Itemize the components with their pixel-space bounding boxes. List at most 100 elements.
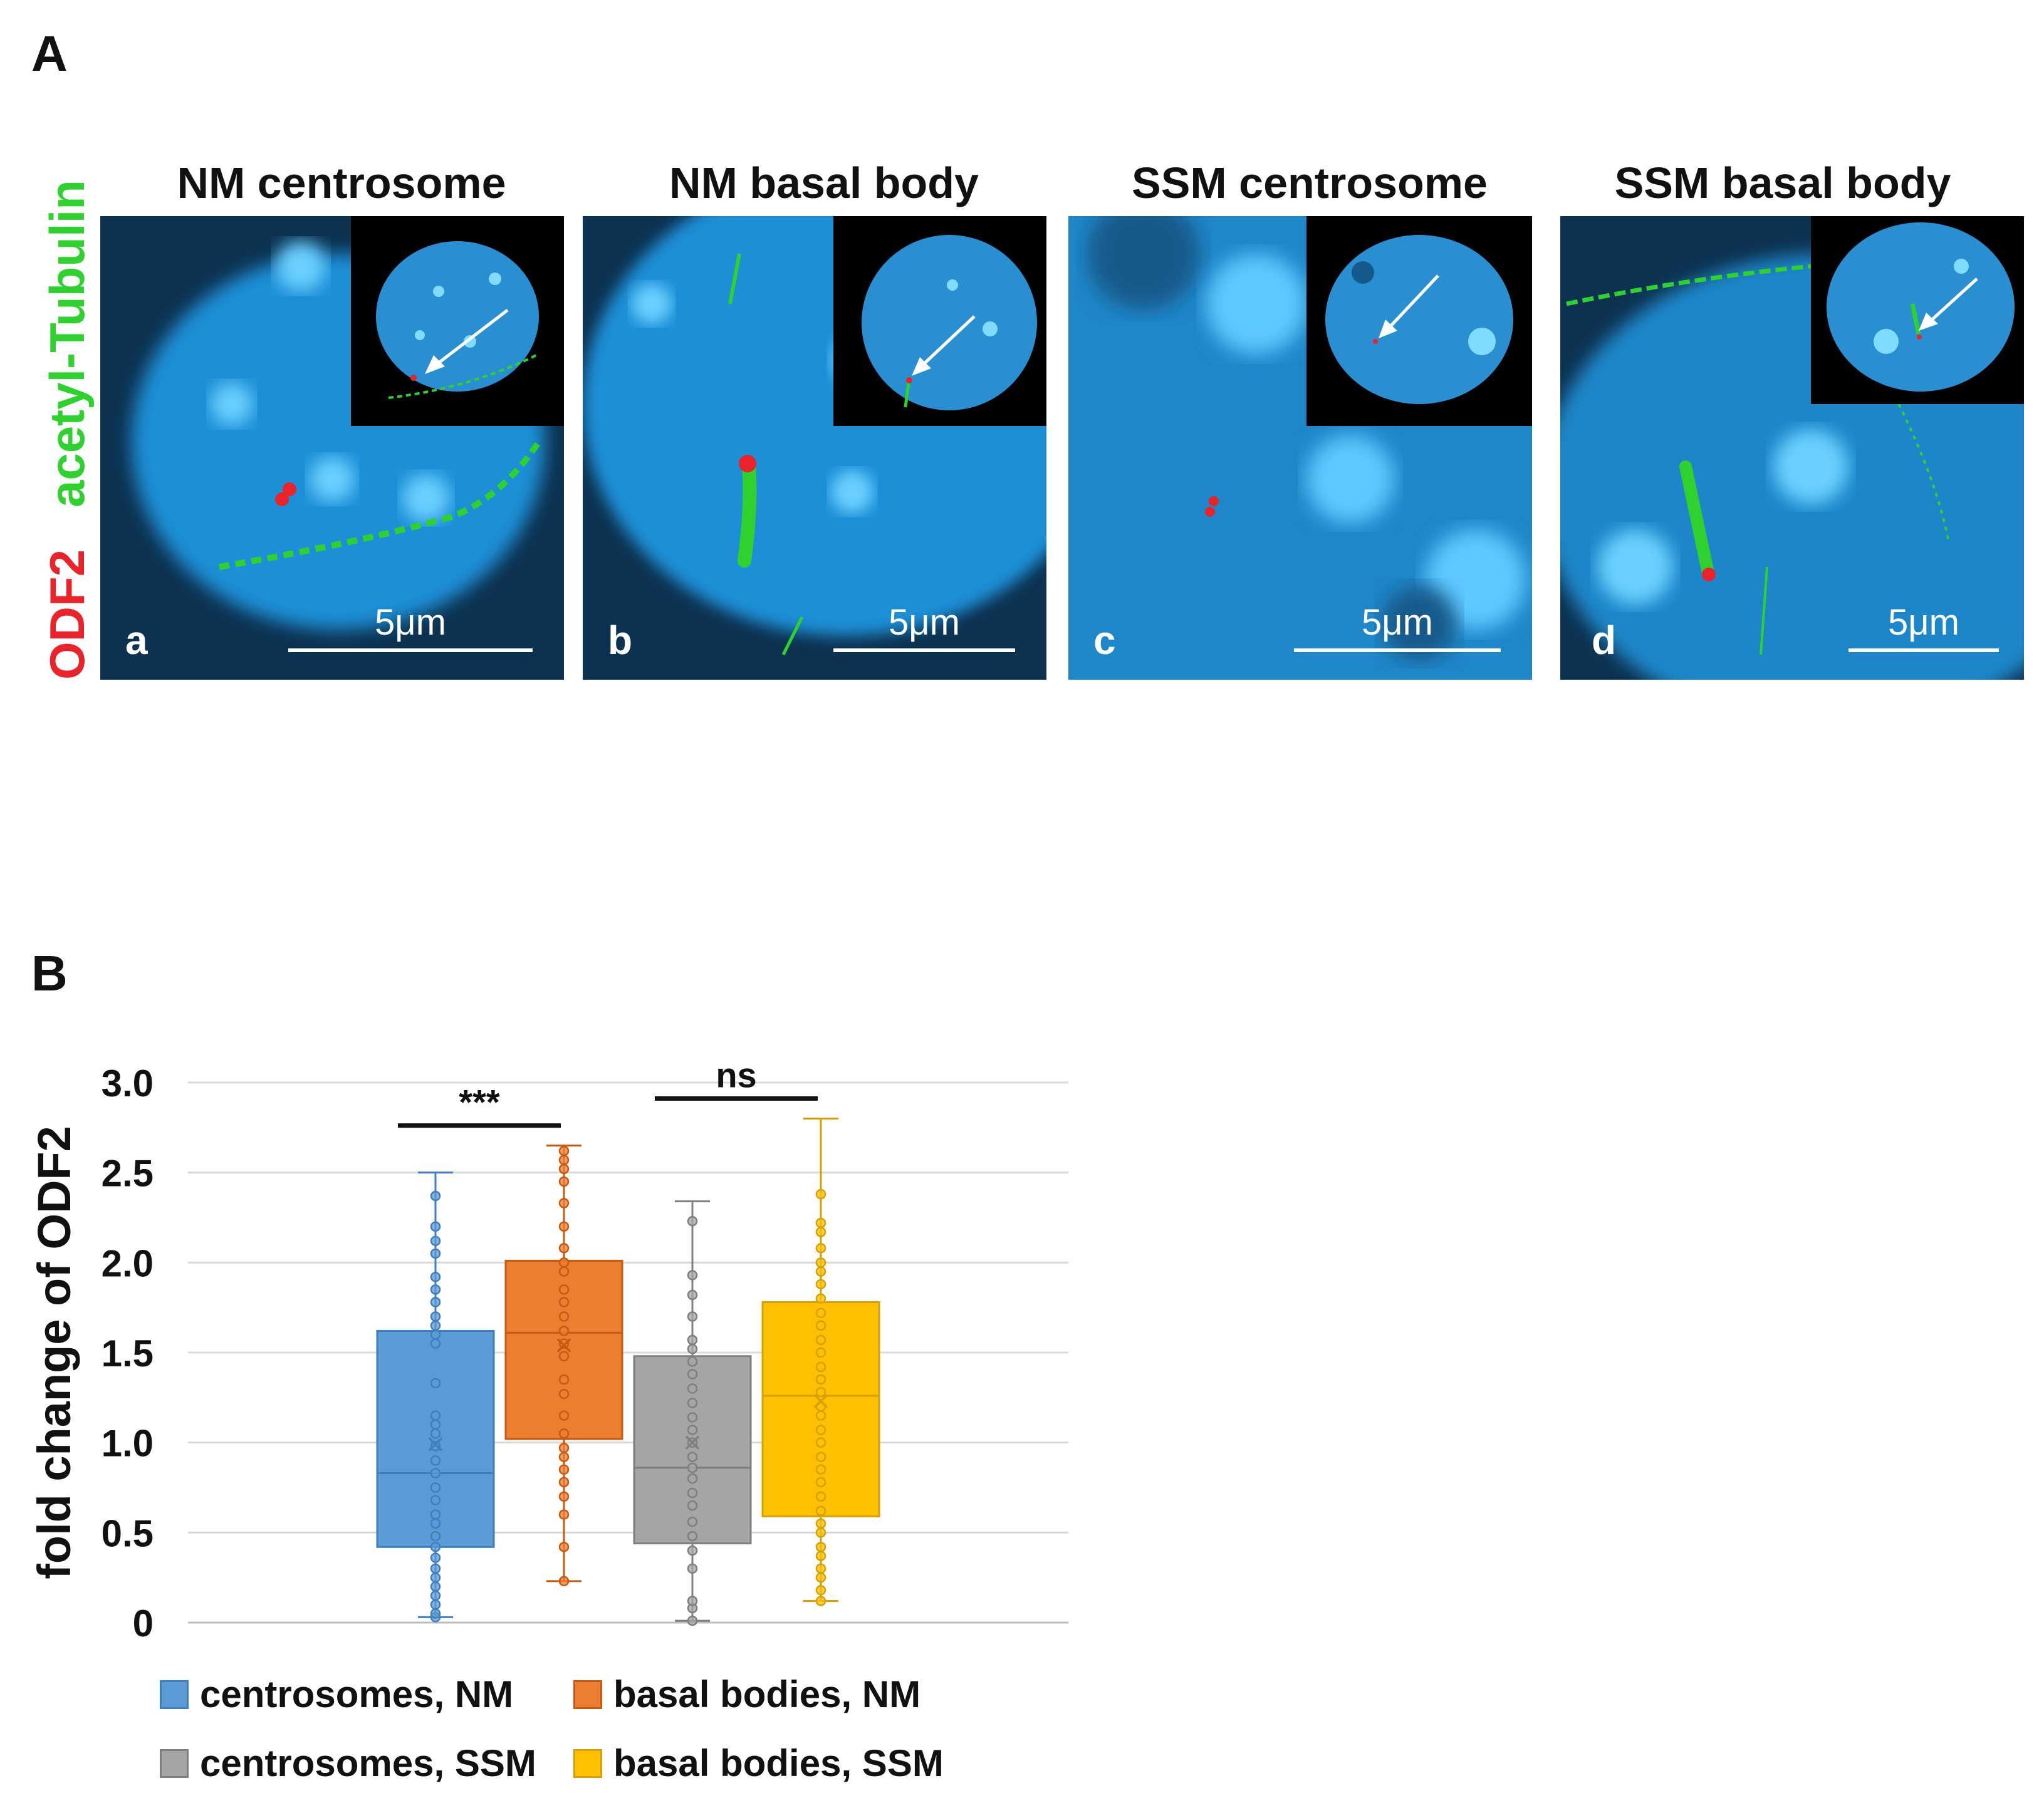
data-point	[687, 1334, 698, 1346]
stain-label-red: ODF2	[39, 549, 95, 680]
data-point	[558, 1326, 570, 1336]
mean-marker	[813, 1394, 828, 1408]
data-point	[815, 1361, 826, 1373]
data-point	[687, 1356, 698, 1367]
data-point	[687, 1383, 698, 1394]
data-point	[815, 1188, 826, 1200]
data-point	[430, 1329, 441, 1340]
inset-b-art	[862, 235, 1037, 410]
image-title-a: NM centrosome	[177, 158, 506, 207]
data-point	[815, 1279, 826, 1290]
data-point	[815, 1518, 826, 1529]
data-point	[815, 1437, 826, 1448]
inset-d-art	[1827, 222, 2015, 392]
data-point	[687, 1487, 698, 1499]
data-point	[558, 1243, 570, 1254]
data-point	[430, 1320, 441, 1331]
scale-label-d: 5μm	[1888, 602, 1959, 643]
data-point	[687, 1545, 698, 1556]
data-point	[815, 1217, 826, 1229]
data-point	[558, 1155, 570, 1165]
legend-item: basal bodies, SSM	[573, 1742, 944, 1785]
data-point	[687, 1311, 698, 1322]
data-point	[430, 1441, 441, 1452]
image-letter-c: c	[1093, 618, 1116, 663]
data-point	[815, 1596, 826, 1606]
data-point	[687, 1530, 698, 1542]
data-point	[430, 1410, 441, 1421]
y-axis-label: fold change of ODF2	[28, 1126, 80, 1579]
data-point	[558, 1576, 570, 1587]
micrograph-a: a 5μm	[100, 216, 564, 680]
inset-b	[833, 216, 1046, 426]
data-point	[687, 1452, 698, 1462]
stain-label-green: acetyl-Tubulin	[39, 180, 95, 507]
data-point	[430, 1482, 441, 1493]
data-point	[687, 1412, 698, 1423]
data-point	[558, 1452, 570, 1462]
data-point	[687, 1596, 698, 1606]
data-point	[430, 1509, 441, 1520]
legend-swatch	[160, 1748, 189, 1778]
mean-marker	[428, 1437, 443, 1452]
image-title-c: SSM centrosome	[1132, 158, 1488, 207]
data-point	[815, 1243, 826, 1254]
data-point	[687, 1462, 698, 1473]
inset-c	[1306, 216, 1532, 426]
y-tick-label: 1.5	[102, 1333, 154, 1374]
micrograph-c: c 5μm	[1068, 216, 1532, 680]
data-point	[558, 1477, 570, 1488]
data-point	[430, 1590, 441, 1601]
inset-d	[1811, 216, 2024, 404]
data-layer: *** ns	[376, 1055, 880, 1626]
legend-item: centrosomes, SSM	[160, 1742, 536, 1785]
data-point	[430, 1190, 441, 1202]
data-point	[815, 1425, 826, 1435]
boxplot-chart: 0 0.5 1.0 1.5 2.0 2.5 3.0 *** ns fold change of…	[28, 1055, 1068, 1644]
data-point	[815, 1227, 826, 1237]
data-point	[558, 1311, 570, 1322]
legend-swatch	[160, 1680, 189, 1709]
data-point	[815, 1266, 826, 1277]
data-point	[430, 1552, 441, 1563]
data-point	[815, 1572, 826, 1583]
data-point	[815, 1542, 826, 1552]
grid-layer: 0 0.5 1.0 1.5 2.0 2.5 3.0	[102, 1062, 1068, 1644]
scale-bar-d	[1848, 648, 1999, 652]
data-point	[430, 1468, 441, 1478]
data-point	[558, 1491, 570, 1502]
data-point	[815, 1491, 826, 1502]
data-point	[687, 1369, 698, 1379]
data-point	[558, 1428, 570, 1439]
data-point	[815, 1585, 826, 1596]
mean-marker	[685, 1435, 700, 1450]
data-point	[687, 1615, 698, 1626]
data-point	[815, 1293, 826, 1304]
data-point	[815, 1410, 826, 1421]
legend-swatch	[573, 1748, 602, 1778]
data-point	[430, 1272, 441, 1282]
scale-label-a: 5μm	[375, 602, 446, 643]
data-point	[558, 1266, 570, 1277]
y-tick-label: 1.0	[102, 1423, 154, 1465]
scale-bar-c	[1294, 648, 1501, 652]
legend-swatch	[573, 1680, 602, 1709]
data-point	[687, 1344, 698, 1354]
panel-b-letter: B	[31, 945, 68, 1001]
data-point	[558, 1176, 570, 1187]
data-point	[558, 1338, 570, 1349]
scale-bar-b	[833, 648, 1015, 652]
inset-a-art	[376, 241, 540, 399]
mean-marker	[556, 1338, 571, 1353]
data-point	[815, 1257, 826, 1268]
scale-label-c: 5μm	[1362, 602, 1433, 643]
data-point	[815, 1563, 826, 1574]
scale-label-b: 5μm	[889, 602, 960, 643]
data-point	[558, 1198, 570, 1208]
data-point	[558, 1374, 570, 1385]
y-tick-label: 0	[133, 1603, 154, 1644]
legend-item: basal bodies, NM	[573, 1673, 920, 1716]
data-point	[430, 1248, 441, 1259]
data-point	[558, 1221, 570, 1232]
significance-label: ***	[459, 1083, 500, 1122]
